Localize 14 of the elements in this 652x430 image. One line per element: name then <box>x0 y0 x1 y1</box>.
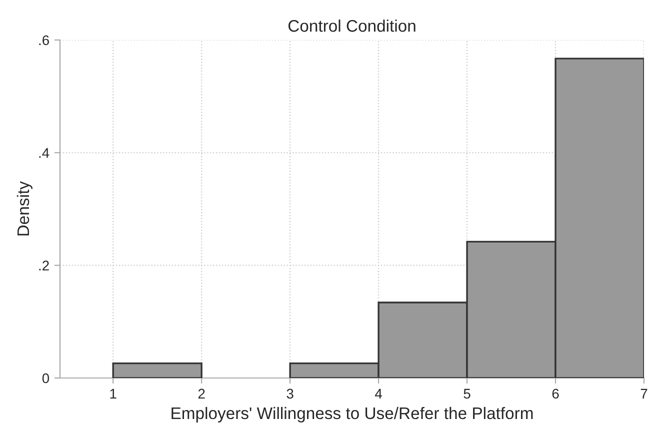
x-tick-label: 7 <box>640 388 648 398</box>
x-tick-label: 4 <box>375 388 382 398</box>
x-axis-title: Employers' Willingness to Use/Refer the Platform <box>172 406 533 422</box>
x-tick-label: 5 <box>464 388 470 399</box>
chart-title: Control Condition <box>288 20 416 32</box>
y-tick-label: .6 <box>39 35 49 46</box>
y-tick-label: .4 <box>39 148 50 158</box>
y-tick-label: 0 <box>42 373 50 384</box>
x-tick-label: 1 <box>110 388 116 398</box>
x-tick-label: 3 <box>286 388 294 399</box>
x-tick-label: 6 <box>552 388 559 399</box>
y-tick-label: .2 <box>39 260 49 270</box>
y-axis-title: Density <box>16 181 32 236</box>
x-tick-label: 2 <box>198 388 205 398</box>
